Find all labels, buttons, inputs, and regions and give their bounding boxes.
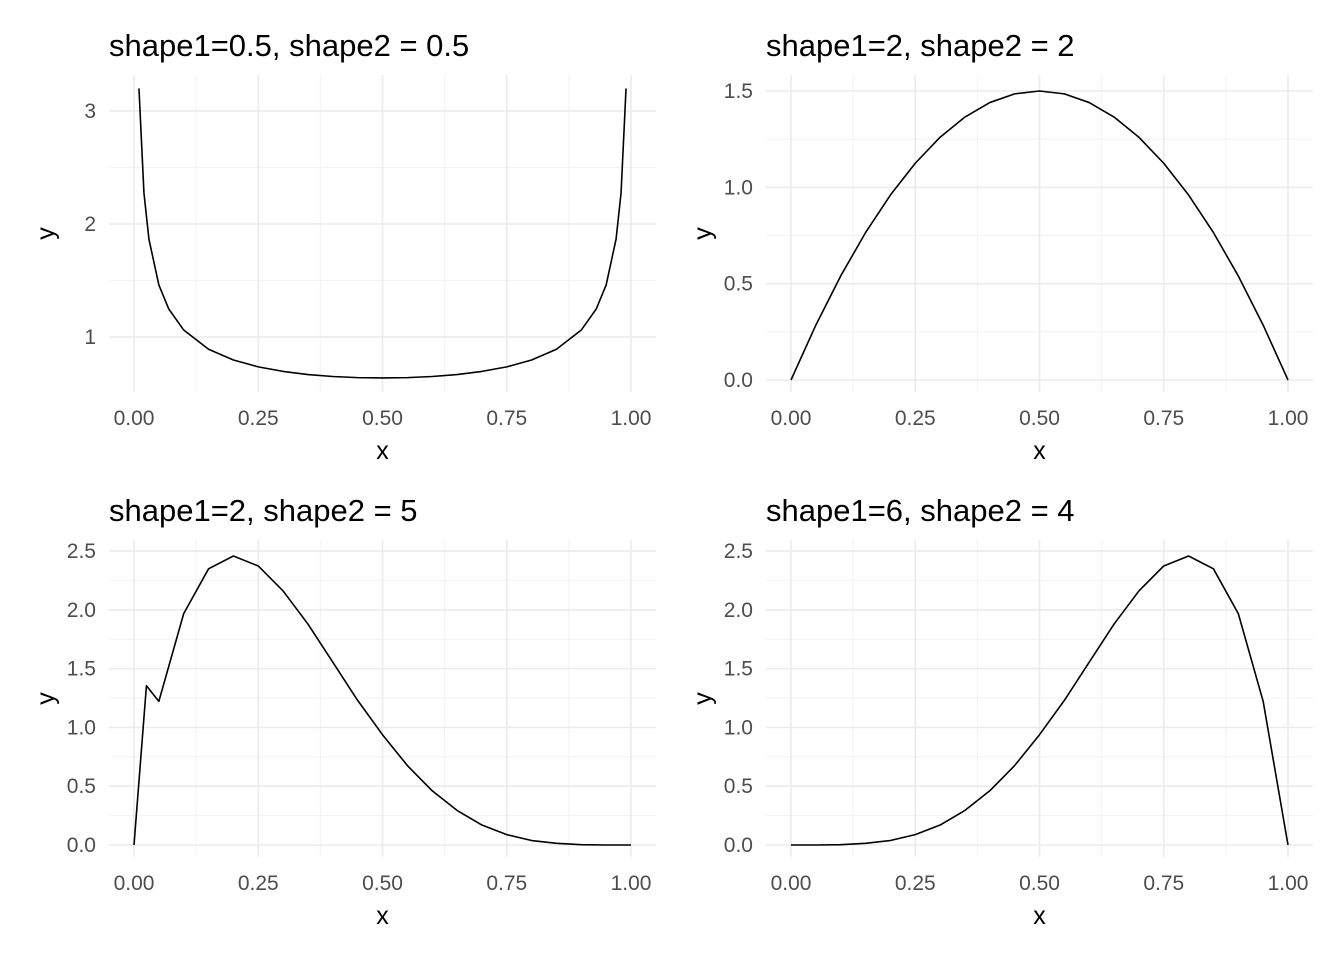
density-curve [138,88,627,379]
y-tick-label: 0.0 [724,834,753,857]
x-axis-title: x [376,437,389,465]
y-tick-label: 0.0 [724,369,753,392]
x-tick-label: 0.00 [771,872,812,895]
y-tick-label: 1 [84,326,96,349]
x-tick-label: 0.25 [895,407,936,430]
y-tick-label: 0.5 [67,775,96,798]
y-tick-label: 0.5 [724,775,753,798]
panel-1: 0.00 0.25 0.50 0.75 1.00 1 2 3 x y shape1=0.5, sha… [32,28,656,465]
x-tick-label: 1.00 [611,407,652,430]
y-axis-title: y [32,227,60,240]
y-tick-label: 1.5 [724,658,753,681]
panel-title: shape1=0.5, shape2 = 0.5 [109,28,469,63]
y-tick-label: 2.0 [67,599,96,622]
x-tick-label: 0.25 [895,872,936,895]
y-tick-label: 2.5 [724,540,753,563]
x-tick-label: 0.75 [1143,872,1184,895]
x-tick-label: 0.75 [1143,407,1184,430]
density-curve [791,555,1289,846]
x-tick-label: 0.00 [771,407,812,430]
x-axis-title: x [1033,902,1046,930]
x-tick-label: 1.00 [611,872,652,895]
panel-2: 0.00 0.25 0.50 0.75 1.00 0.0 0.5 1.0 1.5 x y shape1… [689,28,1313,465]
x-tick-label: 0.50 [362,407,403,430]
panel-title: shape1=6, shape2 = 4 [766,493,1075,528]
x-axis-title: x [376,902,389,930]
y-tick-label: 1.0 [67,716,96,739]
y-tick-label: 2.5 [67,540,96,563]
x-tick-label: 0.50 [362,872,403,895]
x-tick-label: 0.25 [238,407,279,430]
y-tick-label: 1.5 [724,80,753,103]
x-tick-label: 0.25 [238,872,279,895]
panel-4: 0.00 0.25 0.50 0.75 1.00 0.0 0.5 1.0 1.5 2.0 2.5 x y… [689,493,1313,930]
y-tick-label: 1.5 [67,658,96,681]
y-tick-label: 3 [84,100,96,123]
y-tick-label: 1.0 [724,716,753,739]
y-axis-title: y [689,227,717,240]
y-tick-label: 0.5 [724,273,753,296]
y-tick-label: 0.0 [67,834,96,857]
density-curve [790,90,1289,381]
panel-3: 0.00 0.25 0.50 0.75 1.00 0.0 0.5 1.0 1.5 2.0 2.5 x y… [32,493,656,930]
x-tick-label: 0.75 [486,407,527,430]
x-axis-title: x [1033,437,1046,465]
x-tick-label: 0.50 [1019,872,1060,895]
x-tick-label: 0.00 [114,872,155,895]
x-tick-label: 1.00 [1268,407,1309,430]
x-tick-label: 1.00 [1268,872,1309,895]
y-axis-title: y [689,692,717,705]
x-tick-label: 0.00 [114,407,155,430]
y-tick-label: 1.0 [724,176,753,199]
y-tick-label: 2.0 [724,599,753,622]
x-tick-label: 0.75 [486,872,527,895]
panel-title: shape1=2, shape2 = 5 [109,493,418,528]
panel-title: shape1=2, shape2 = 2 [766,28,1075,63]
density-curve [133,555,631,846]
y-axis-title: y [32,692,60,705]
y-tick-label: 2 [84,213,96,236]
x-tick-label: 0.50 [1019,407,1060,430]
